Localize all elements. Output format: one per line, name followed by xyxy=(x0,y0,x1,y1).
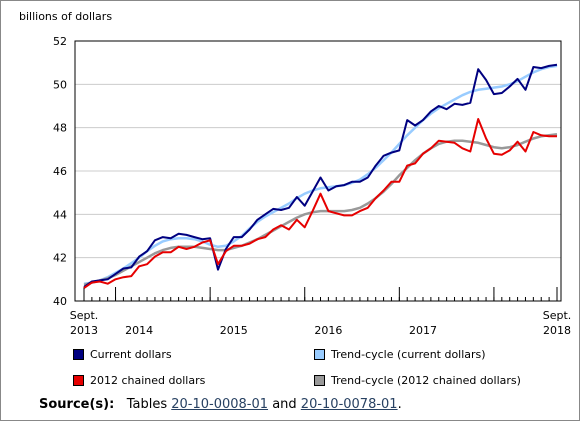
x-tick-label-0-0: Sept. xyxy=(70,309,99,322)
legend-swatch-chained-dollars xyxy=(73,375,84,386)
legend-item-chained-dollars: 2012 chained dollars xyxy=(73,374,205,387)
y-tick-label-44: 44 xyxy=(53,208,67,221)
table-link-20-10-0008-01[interactable]: 20-10-0008-01 xyxy=(171,397,269,412)
series-line-2012-chained-dollars xyxy=(83,118,557,289)
source-label: Source(s): xyxy=(39,397,115,412)
series-lines xyxy=(83,63,558,289)
chart-grid xyxy=(74,40,562,302)
x-tick-label-0-1: 2013 xyxy=(70,324,98,337)
source-note: Source(s): Tables 20-10-0008-01 and 20-1… xyxy=(39,397,402,412)
source-suffix: . xyxy=(397,397,402,412)
source-middle: and xyxy=(272,397,297,412)
series-line-trend-cycle-2012-chained-dollars xyxy=(83,132,558,287)
plot-border xyxy=(74,40,562,302)
y-tick-label-50: 50 xyxy=(53,78,67,91)
legend-item-trend-chained: Trend-cycle (2012 chained dollars) xyxy=(314,374,521,387)
y-tick-label-46: 46 xyxy=(53,165,67,178)
legend-item-current-dollars: Current dollars xyxy=(73,348,172,361)
legend-swatch-current-dollars xyxy=(73,349,84,360)
legend-label-trend-current: Trend-cycle (current dollars) xyxy=(331,348,486,361)
x-tick-label-2-0: 2015 xyxy=(220,324,248,337)
source-prefix: Tables xyxy=(126,397,168,412)
legend-item-trend-current: Trend-cycle (current dollars) xyxy=(314,348,486,361)
legend-swatch-trend-current xyxy=(314,349,325,360)
y-tick-label-40: 40 xyxy=(53,295,67,308)
series-line-current-dollars xyxy=(83,63,558,288)
y-tick-label-52: 52 xyxy=(53,35,67,48)
x-tick-label-4-0: 2017 xyxy=(409,324,437,337)
y-axis-label: billions of dollars xyxy=(19,10,112,23)
y-tick-label-42: 42 xyxy=(53,252,67,265)
legend-label-chained-dollars: 2012 chained dollars xyxy=(90,374,206,387)
x-tick-label-3-0: 2016 xyxy=(314,324,342,337)
line-chart: billions of dollars 40 42 44 46 48 50 52 Sept.… xyxy=(19,10,572,337)
x-tick-label-1-0: 2014 xyxy=(125,324,153,337)
legend-label-current-dollars: Current dollars xyxy=(90,348,172,361)
legend-swatch-trend-chained xyxy=(314,375,325,386)
table-link-20-10-0078-01[interactable]: 20-10-0078-01 xyxy=(300,397,398,412)
y-axis-ticks: 40 42 44 46 48 50 52 xyxy=(53,35,67,308)
x-axis: Sept. 2013 2014 2015 2016 2017 Sept. 2018 xyxy=(70,287,572,337)
legend-label-trend-chained: Trend-cycle (2012 chained dollars) xyxy=(331,374,521,387)
y-tick-label-48: 48 xyxy=(53,122,67,135)
series-line-trend-cycle-current-dollars xyxy=(83,64,558,285)
x-tick-label-5-0: Sept. xyxy=(543,309,572,322)
x-tick-label-5-1: 2018 xyxy=(543,324,571,337)
